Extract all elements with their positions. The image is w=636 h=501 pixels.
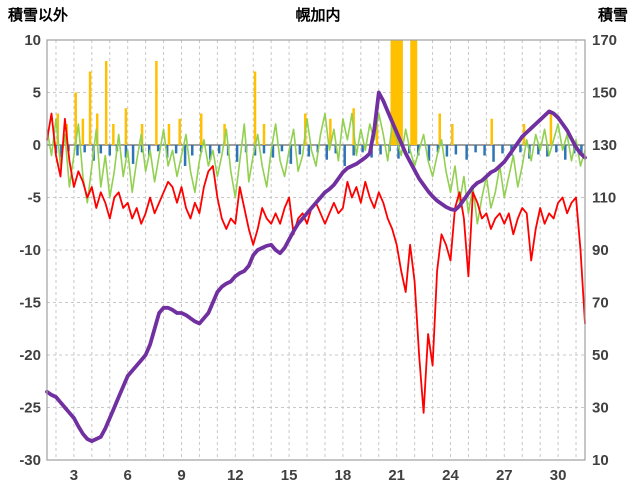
series-green_line [46,112,586,225]
svg-text:10: 10 [24,32,41,49]
svg-text:130: 130 [592,137,617,154]
svg-text:10: 10 [592,452,609,469]
svg-text:-15: -15 [19,295,41,312]
svg-text:-5: -5 [28,190,41,207]
svg-text:3: 3 [70,467,78,484]
svg-text:27: 27 [496,467,513,484]
svg-text:170: 170 [592,32,617,49]
svg-text:-25: -25 [19,400,41,417]
svg-text:50: 50 [592,347,609,364]
svg-text:90: 90 [592,242,609,259]
svg-text:-20: -20 [19,347,41,364]
svg-text:18: 18 [335,467,352,484]
series-orange_bars [56,40,553,145]
svg-text:5: 5 [33,85,41,102]
svg-text:-30: -30 [19,452,41,469]
gridlines [47,39,585,461]
plot-frame [46,39,586,461]
svg-text:6: 6 [124,467,132,484]
svg-text:9: 9 [177,467,185,484]
axis-tick-labels: 1050-5-10-15-20-25-301701501301109070503… [19,32,617,484]
svg-text:0: 0 [33,137,41,154]
left-axis-title: 積雪以外 [8,7,69,24]
svg-text:21: 21 [388,467,405,484]
right-axis-title: 積雪 [597,7,628,24]
svg-text:12: 12 [227,467,244,484]
svg-text:30: 30 [550,467,567,484]
svg-text:110: 110 [592,190,616,207]
svg-text:15: 15 [281,467,298,484]
series-purple_thick_line [45,90,587,444]
svg-text:70: 70 [592,295,609,312]
svg-text:24: 24 [442,467,459,484]
svg-text:30: 30 [592,400,609,417]
svg-text:-10: -10 [19,242,41,259]
chart-title: 幌加内 [295,7,341,24]
svg-text:150: 150 [592,85,617,102]
